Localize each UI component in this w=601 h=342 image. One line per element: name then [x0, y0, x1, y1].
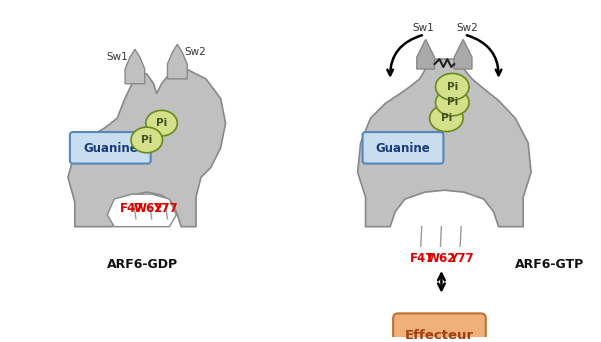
Ellipse shape [131, 127, 162, 153]
Text: Sw1: Sw1 [106, 52, 128, 62]
Ellipse shape [430, 105, 463, 132]
FancyBboxPatch shape [393, 313, 486, 342]
Text: F47: F47 [120, 202, 144, 215]
Polygon shape [108, 194, 176, 227]
FancyBboxPatch shape [362, 132, 444, 163]
Text: Sw2: Sw2 [456, 23, 478, 32]
Text: Effecteur: Effecteur [405, 329, 474, 342]
Text: Pi: Pi [441, 113, 452, 123]
Text: W62: W62 [134, 202, 163, 215]
Polygon shape [125, 49, 145, 84]
Text: Pi: Pi [447, 97, 458, 107]
Text: W62: W62 [427, 252, 456, 265]
Ellipse shape [436, 74, 469, 100]
Text: Pi: Pi [141, 135, 153, 145]
FancyBboxPatch shape [70, 132, 151, 163]
Polygon shape [168, 44, 187, 79]
Text: Pi: Pi [447, 82, 458, 92]
Text: Guanine: Guanine [83, 142, 138, 155]
Ellipse shape [436, 89, 469, 116]
Ellipse shape [146, 110, 177, 136]
Text: Sw1: Sw1 [413, 23, 435, 32]
Polygon shape [454, 39, 472, 69]
Text: Sw2: Sw2 [184, 47, 206, 57]
Text: ARF6-GTP: ARF6-GTP [515, 258, 585, 271]
Polygon shape [416, 39, 435, 69]
Text: Pi: Pi [156, 118, 167, 128]
Polygon shape [68, 69, 225, 227]
Text: ARF6-GDP: ARF6-GDP [108, 258, 178, 271]
Text: Y77: Y77 [153, 202, 178, 215]
Text: Guanine: Guanine [376, 142, 430, 155]
Text: F47: F47 [409, 252, 434, 265]
Text: Y77: Y77 [449, 252, 474, 265]
Polygon shape [358, 59, 531, 227]
